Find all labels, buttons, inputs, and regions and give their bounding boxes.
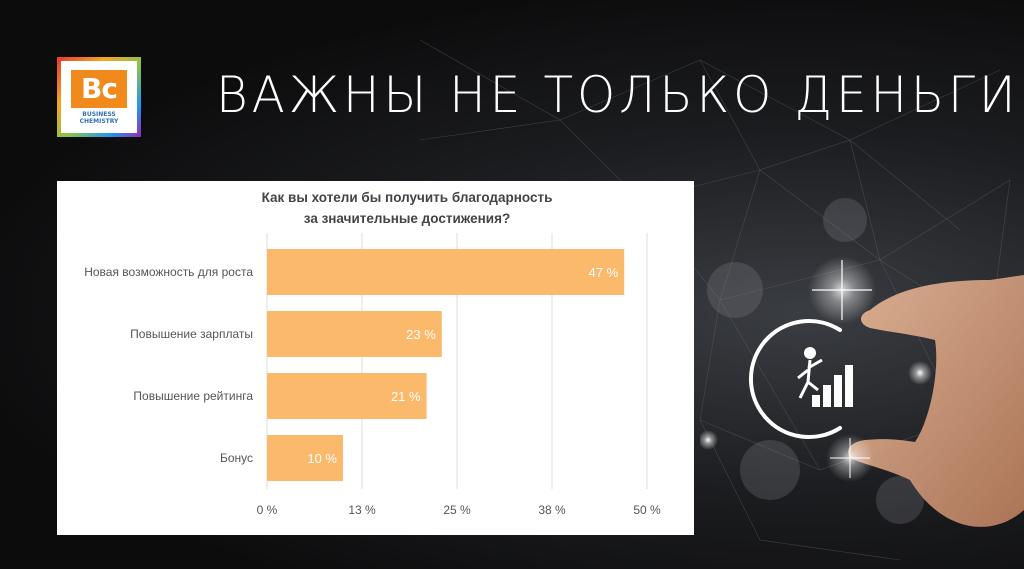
data-label: 47 % [589, 265, 619, 280]
logo-text: BUSINESS CHEMISTRY [80, 111, 119, 125]
hand-illustration [700, 256, 1024, 527]
logo-text-line-1: BUSINESS [82, 110, 116, 118]
category-label: Бонус [220, 451, 253, 465]
x-tick-label: 25 % [443, 503, 471, 517]
chart-panel: Как вы хотели бы получить благодарность … [57, 181, 694, 535]
category-label: Новая возможность для роста [84, 265, 253, 279]
bar [267, 435, 343, 481]
sparkle-icon [700, 256, 932, 482]
bar [267, 311, 442, 357]
brand-logo: Bc BUSINESS CHEMISTRY [57, 57, 141, 137]
x-tick-label: 0 % [257, 503, 278, 517]
x-tick-label: 38 % [538, 503, 566, 517]
category-label: Повышение зарплаты [130, 327, 253, 341]
hand-icon [848, 275, 1024, 527]
x-tick-label: 13 % [348, 503, 376, 517]
growth-person-stairs-icon [748, 319, 853, 439]
data-label: 23 % [406, 327, 436, 342]
logo-mark: Bc [71, 69, 127, 108]
chart-title: Как вы хотели бы получить благодарность … [261, 190, 553, 226]
data-label: 10 % [307, 451, 337, 466]
slide-title: ВАЖНЫ НЕ ТОЛЬКО ДЕНЬГИ [216, 66, 1020, 124]
data-label: 21 % [391, 389, 421, 404]
x-tick-label: 50 % [633, 503, 661, 517]
bar [267, 373, 427, 419]
bar [267, 249, 625, 295]
bar-chart: 0 % 13 % 25 % 38 % 50 % Новая возможность для… [84, 233, 661, 517]
category-label: Повышение рейтинга [133, 389, 253, 403]
logo-text-line-2: CHEMISTRY [79, 117, 119, 125]
